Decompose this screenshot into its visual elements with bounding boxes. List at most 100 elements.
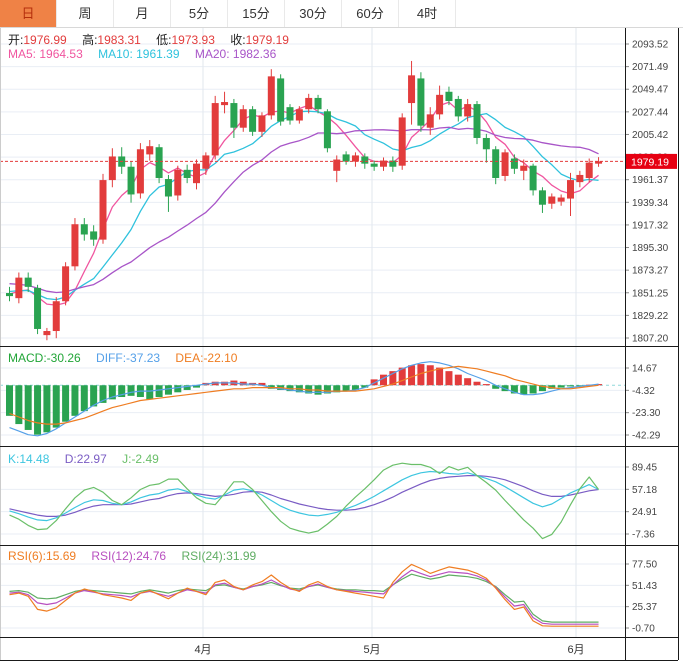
tab-15min-label: 15分 [242,6,270,21]
y-axis-label: 14.67 [632,364,657,375]
candle-up [239,109,247,128]
tab-week[interactable]: 周 [57,0,114,27]
macd-hist-bar [417,364,425,386]
rsi12-value: 24.76 [136,549,167,563]
candle-down [6,293,13,297]
macd-hist-bar [174,385,182,393]
diff-label: DIFF: [96,351,127,365]
candle-down [80,224,88,235]
candle-up [258,115,266,132]
tab-5min-label: 5分 [188,6,210,21]
tab-15min[interactable]: 15分 [228,0,285,27]
dea-value: -22.10 [203,351,238,365]
macd-hist-bar [380,374,387,386]
tab-day[interactable]: 日 [0,0,57,27]
macd-hist-bar [333,385,341,393]
rsi12-label: RSI(12): [91,549,137,563]
y-axis-label: -42.29 [632,431,661,442]
candle-up [436,94,444,115]
macd-hist-bar [34,385,42,435]
y-axis-label: 1917.32 [632,220,669,231]
candle-up [464,104,472,117]
tab-month[interactable]: 月 [114,0,171,27]
tab-30min-label: 30分 [299,6,327,21]
candle-up [43,331,51,336]
macd-hist-bar [567,385,574,387]
macd-hist-bar [6,385,13,416]
macd-hist-bar [557,385,565,388]
tab-week-label: 周 [78,6,92,21]
rsi24-value: 31.99 [226,549,257,563]
y-axis-label: 77.50 [632,560,657,571]
macd-hist-bar [473,381,481,386]
candle-up [408,75,416,104]
indicator-line [9,126,599,294]
candle-up [15,277,23,299]
candle-down [510,158,518,169]
x-axis-label: 4月 [194,644,211,656]
candle-up [567,180,574,199]
indicator-line [9,475,599,518]
macd-hist-bar [426,365,434,386]
open-value: 1976.99 [23,33,67,47]
y-axis-label: 1851.25 [632,288,669,299]
tab-day-label: 日 [21,6,35,21]
candle-down [34,287,42,329]
tab-60min[interactable]: 60分 [342,0,399,27]
candle-up [146,146,154,155]
tab-30min[interactable]: 30分 [285,0,342,27]
indicator-line [9,462,600,540]
candle-down [277,78,285,122]
y-axis-label: 1829.22 [632,311,669,322]
x-axis-label: 5月 [363,644,380,656]
ma20-label: MA20: [194,47,230,61]
tab-5min[interactable]: 5分 [171,0,228,27]
low-value: 1973.93 [171,33,215,47]
ma5-label: MA5: [8,47,37,61]
macd-hist-bar [52,385,60,428]
period-tabbar: 日 周 月 5分 15分 30分 60分 4时 [0,0,683,28]
dea-label: DEA: [175,351,204,365]
candle-down [323,111,331,149]
candle-up [548,196,556,204]
macd-hist-bar [24,385,32,430]
macd-hist-bar [323,385,331,394]
macd-hist-bar [408,365,416,386]
indicator-line [9,101,599,306]
ma-legend: MA5: 1964.53 MA10: 1961.39 MA20: 1982.36 [8,47,288,61]
tab-4hour[interactable]: 4时 [399,0,456,27]
candle-up [202,155,210,169]
k-label: K: [8,452,20,466]
j-label: J: [122,452,132,466]
macd-hist-bar [43,385,51,433]
high-value: 1983.31 [97,33,141,47]
j-value: -2.49 [131,452,159,466]
candle-up [211,103,219,156]
candle-down [482,137,490,150]
candle-down [454,98,462,117]
candle-up [62,266,70,302]
candle-down [90,231,98,240]
ma20-value: 1982.36 [232,47,277,61]
candle-up [71,224,79,267]
macd-hist-bar [258,382,266,386]
candle-up [380,160,387,167]
y-axis-label: 2049.47 [632,85,669,96]
diff-value: -37.23 [126,351,161,365]
x-axis-label: 6月 [567,644,584,656]
macd-hist-bar [342,385,350,392]
candle-up [221,102,229,106]
y-axis-label: 1961.37 [632,175,669,186]
macd-hist-bar [445,371,453,386]
candle-down [370,163,378,167]
macd-hist-bar [538,385,546,392]
candle-up [595,161,603,164]
candle-down [389,160,397,167]
candle-down [342,154,350,162]
rsi-legend: RSI(6):15.69 RSI(12):24.76 RSI(24):31.99 [8,549,268,563]
macd-hist-bar [398,367,406,386]
candle-up [520,165,528,171]
candle-down [183,169,191,179]
